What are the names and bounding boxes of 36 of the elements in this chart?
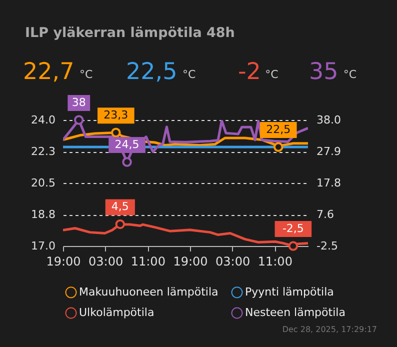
data-label: 4,5 — [111, 200, 129, 214]
text: 35 °C — [309, 59, 357, 85]
y-tick-label: 22.3 — [31, 145, 56, 158]
x-tick-label: 11:00 — [258, 254, 292, 268]
y-tick-label: 20.5 — [31, 176, 56, 190]
x-tick-label: 19:00 — [173, 254, 208, 268]
y2-tick-label: 38.0 — [316, 114, 341, 126]
y2-tick-label: 27.9 — [316, 145, 341, 158]
chart-title: ILP yläkerran lämpötila 48h — [25, 25, 235, 41]
x-tick-label: 03:00 — [88, 254, 124, 268]
data-label: 22,5 — [266, 123, 291, 136]
y2-tick-label: -2.5 — [316, 240, 338, 252]
data-label: -2,5 — [282, 222, 304, 235]
point — [115, 219, 126, 230]
y2-tick-label: 7.6 — [316, 208, 334, 221]
x-tick-label: 11:00 — [130, 254, 166, 268]
x-tick-label: 19:00 — [46, 254, 81, 268]
text: -2 °C — [238, 59, 279, 85]
y2-tick-label: 17.8 — [316, 176, 341, 190]
data-label: 24,5 — [114, 138, 140, 151]
point — [74, 115, 84, 125]
y-tick-label: 18.8 — [31, 208, 56, 221]
legend-label: Ulkolämpötila — [79, 306, 154, 319]
text: 22,7 °C — [23, 59, 93, 85]
legend-label: Pyynti lämpötila — [245, 285, 334, 298]
text: Dec 28, 2025, 17:29:17 — [282, 325, 377, 334]
y-tick-label: 17.0 — [31, 240, 56, 252]
x-tick-label: 03:00 — [216, 254, 250, 268]
data-label: 38 — [72, 96, 86, 109]
y-tick-label: 24.0 — [31, 114, 56, 126]
text: 22,5 °C — [126, 59, 196, 85]
legend-label: Nesteen lämpötila — [245, 306, 346, 319]
legend-label: Makuuhuoneen lämpötila — [79, 285, 218, 298]
point — [122, 157, 132, 167]
point — [288, 241, 298, 251]
data-label: 23,3 — [104, 108, 128, 122]
